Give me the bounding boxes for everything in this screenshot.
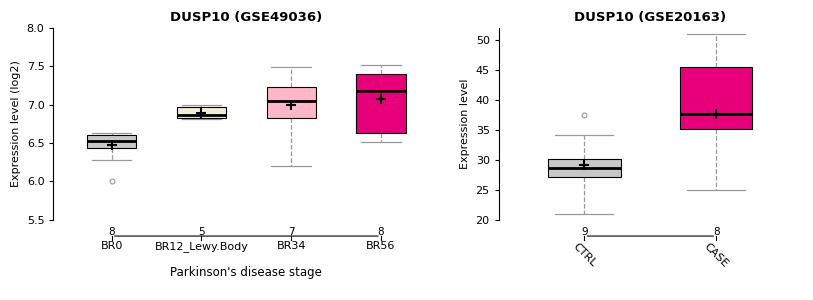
Text: 7: 7 — [288, 227, 294, 237]
Text: CASE: CASE — [702, 242, 730, 269]
Text: BR12_Lewy.Body: BR12_Lewy.Body — [154, 242, 249, 252]
Text: 5: 5 — [198, 227, 205, 237]
Text: BR34: BR34 — [276, 242, 306, 251]
Bar — [680, 67, 753, 129]
Title: DUSP10 (GSE20163): DUSP10 (GSE20163) — [574, 11, 726, 24]
Title: DUSP10 (GSE49036): DUSP10 (GSE49036) — [170, 11, 323, 24]
Text: BR56: BR56 — [366, 242, 396, 251]
Text: 8: 8 — [108, 227, 115, 237]
Bar — [548, 159, 620, 177]
Text: 8: 8 — [713, 227, 720, 237]
Text: Parkinson's disease stage: Parkinson's disease stage — [171, 266, 322, 279]
Text: 9: 9 — [581, 227, 588, 237]
Text: CTRL: CTRL — [571, 242, 598, 268]
Text: 8: 8 — [377, 227, 385, 237]
Bar — [356, 74, 406, 134]
Bar — [176, 107, 226, 118]
Text: BR0: BR0 — [101, 242, 123, 251]
Y-axis label: Expression level: Expression level — [460, 79, 470, 169]
Bar — [87, 135, 137, 148]
Y-axis label: Expression level (log2): Expression level (log2) — [11, 61, 21, 187]
Bar — [267, 88, 316, 118]
